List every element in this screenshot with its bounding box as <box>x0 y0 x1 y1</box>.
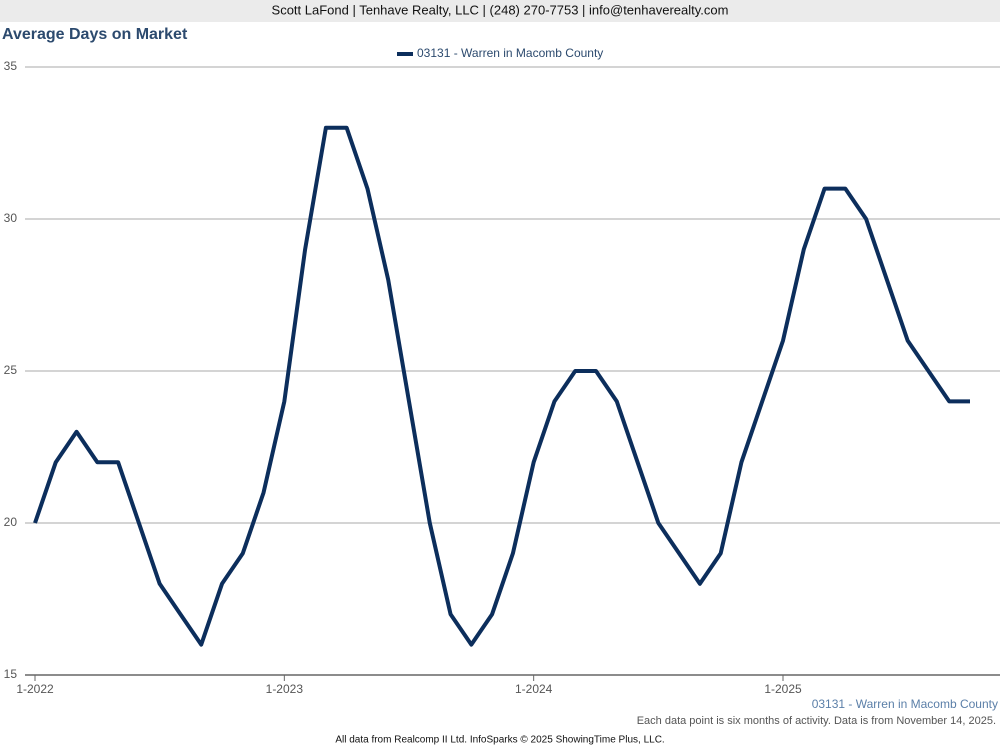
y-tick-label: 20 <box>4 515 18 529</box>
y-tick-label: 15 <box>4 667 18 681</box>
chart-title: Average Days on Market <box>2 26 188 43</box>
legend-label: 03131 - Warren in Macomb County <box>417 46 603 60</box>
series-line <box>33 125 970 647</box>
x-tick-label: 1-2025 <box>764 682 802 696</box>
x-tick-label: 1-2022 <box>16 682 54 696</box>
header-bar <box>0 0 1000 22</box>
x-tick-label: 1-2024 <box>515 682 553 696</box>
footer: All data from Realcomp II Ltd. InfoSpark… <box>335 735 664 746</box>
y-tick-label: 25 <box>4 363 18 377</box>
x-tick-label: 1-2023 <box>266 682 304 696</box>
y-tick-label: 35 <box>4 59 18 73</box>
series-label: 03131 - Warren in Macomb County <box>812 697 998 711</box>
y-tick-label: 30 <box>4 211 18 225</box>
note: Each data point is six months of activit… <box>637 715 996 727</box>
header: Scott LaFond | Tenhave Realty, LLC | (24… <box>272 2 729 17</box>
